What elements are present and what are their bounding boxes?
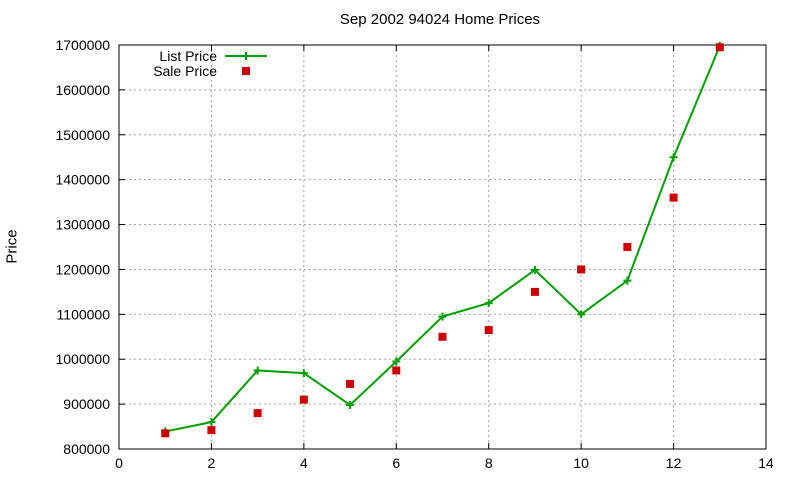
- sale-price-point: [669, 193, 678, 202]
- sale-price-point: [623, 243, 632, 251]
- list-price-point: [577, 310, 586, 319]
- list-price-point: [484, 299, 493, 308]
- list-price-point: [392, 357, 401, 366]
- list-price-point: [299, 369, 308, 378]
- sale-price-point: [346, 379, 355, 388]
- legend-swatch-marker: [242, 67, 250, 75]
- sale-price-point: [207, 426, 216, 435]
- list-price-point: [530, 265, 539, 274]
- list-price-point: [669, 153, 678, 162]
- grid: [119, 45, 766, 449]
- list-price-point: [253, 366, 262, 375]
- y-tick-label: 1700000: [55, 37, 110, 53]
- sale-price-point: [577, 265, 586, 274]
- x-tick-label: 2: [208, 455, 216, 471]
- list-price-point: [438, 312, 447, 321]
- plot-frame: [118, 44, 767, 450]
- sale-price-point: [438, 332, 447, 341]
- legend-label: List Price: [159, 48, 217, 64]
- axes: 0 2 4 6 8 10 12 14 800000 900000 1000000 1100000 120…: [55, 37, 774, 471]
- y-tick-label: 1000000: [55, 351, 110, 367]
- y-tick-label: 1200000: [55, 261, 110, 277]
- plot-area: [161, 41, 724, 438]
- y-tick-label: 1100000: [57, 306, 111, 322]
- sale-price-point: [484, 326, 493, 335]
- x-tick-label: 0: [115, 455, 123, 471]
- chart-title: Sep 2002 94024 Home Prices: [339, 11, 541, 28]
- series-line-list-price: [165, 45, 721, 433]
- list-price-point: [623, 276, 632, 285]
- list-price-point: [207, 418, 216, 427]
- x-tick-label: 14: [758, 455, 774, 471]
- y-tick-label: 1600000: [55, 82, 110, 98]
- x-tick-label: 8: [485, 455, 493, 471]
- list-price-point: [346, 401, 355, 410]
- legend-label: Sale Price: [153, 63, 217, 79]
- y-tick-label: 900000: [63, 396, 110, 412]
- sale-price-point: [392, 366, 401, 375]
- x-tick-label: 12: [666, 455, 682, 471]
- y-tick-label: 1300000: [55, 217, 110, 233]
- sale-price-point: [299, 395, 308, 404]
- x-tick-label: 4: [300, 455, 308, 471]
- sale-price-point: [161, 429, 170, 438]
- y-tick-label: 800000: [63, 441, 110, 457]
- y-tick-label: 1500000: [55, 127, 110, 143]
- y-tick-label: 1400000: [55, 172, 110, 188]
- x-tick-label: 6: [392, 455, 400, 471]
- x-tick-label: 10: [573, 455, 589, 471]
- legend-swatch-marker: [242, 52, 250, 60]
- sale-price-point: [530, 287, 539, 296]
- sale-price-point: [715, 43, 724, 52]
- sale-price-point: [253, 409, 262, 418]
